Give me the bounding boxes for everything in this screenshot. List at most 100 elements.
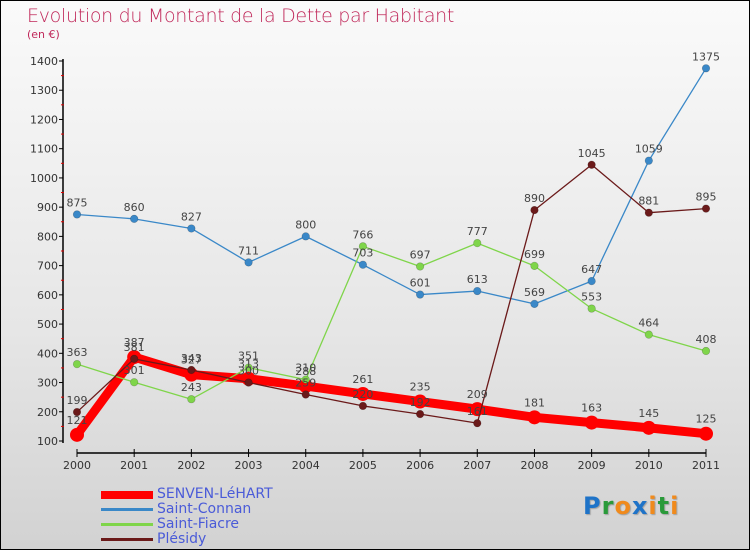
data-label: 875 [67,196,88,209]
data-point [473,419,482,428]
data-point [70,427,84,442]
data-point [584,415,599,430]
legend-item: SENVEN-LéHART [101,487,273,502]
proxiti-logo: Proxiti [583,492,679,520]
data-point [530,299,539,309]
x-tick-label: 2007 [463,459,491,472]
data-label: 259 [295,377,316,390]
data-label: 647 [581,263,602,276]
y-tick-label: 700 [37,260,58,273]
data-label: 199 [67,394,88,407]
data-label: 601 [410,277,431,290]
data-point [473,286,482,296]
data-label: 163 [581,402,602,415]
data-label: 161 [467,405,488,418]
data-point [701,64,711,73]
data-point [130,378,139,387]
data-label: 464 [638,317,659,330]
legend-item: Saint-Fiacre [101,517,273,532]
data-label: 697 [410,248,431,261]
data-label: 125 [696,413,717,426]
data-label: 860 [124,201,145,214]
y-tick-label: 500 [37,318,58,331]
legend-label: SENVEN-LéHART [157,486,273,502]
data-point [130,214,139,223]
logo-letter: i [648,492,658,520]
data-point [358,260,368,269]
data-label: 300 [238,365,259,378]
y-tick-label: 600 [37,289,58,302]
data-label: 699 [524,248,545,261]
data-label: 895 [696,191,717,204]
data-label: 288 [295,365,316,378]
logo-letter: o [614,492,632,520]
data-point [473,239,482,248]
data-point [470,402,485,417]
y-tick-label: 400 [37,347,58,360]
data-label: 766 [352,228,373,241]
data-point [358,401,368,411]
data-point [413,394,428,409]
data-label: 569 [524,286,545,299]
data-label: 181 [524,396,545,409]
data-label: 313 [238,358,259,371]
data-label: 220 [352,388,373,401]
legend-swatch [101,538,153,541]
chart-unit: (en €) [27,28,60,41]
data-point [644,156,653,165]
x-tick-label: 2006 [406,459,434,472]
data-point [587,304,596,313]
y-tick-label: 800 [37,230,58,243]
x-tick-label: 2001 [120,459,148,472]
x-tick-label: 2000 [63,459,91,472]
data-point [644,208,653,217]
y-tick-label: 1200 [30,113,58,126]
data-label: 235 [410,381,431,394]
data-point [701,346,711,356]
series-line-0 [73,352,707,439]
data-label: 310 [295,362,316,375]
y-tick-label: 200 [37,406,58,419]
y-tick-label: 1400 [30,55,58,68]
data-point [587,277,596,286]
data-point [72,360,82,369]
data-label: 881 [638,195,659,208]
legend: SENVEN-LéHART Saint-Connan Saint-Fiacre Plé… [101,487,273,547]
legend-swatch [101,490,153,499]
data-point [187,395,196,404]
data-label: 192 [410,396,431,409]
legend-label: Plésidy [157,531,207,547]
data-label: 243 [181,381,202,394]
data-point [701,204,711,213]
data-label: 777 [467,225,488,238]
logo-letter: P [583,492,602,520]
data-label: 327 [181,354,202,367]
data-label: 613 [467,273,488,286]
y-tick-label: 1100 [30,143,58,156]
x-tick-label: 2005 [349,459,377,472]
x-tick-label: 2010 [635,459,663,472]
data-point [587,160,596,169]
data-point [72,407,82,417]
x-tick-label: 2011 [692,459,720,472]
data-label: 553 [581,291,602,304]
legend-label: Saint-Connan [157,501,252,517]
data-label: 343 [181,352,202,365]
data-label: 1045 [578,147,606,160]
data-point [355,386,370,401]
y-tick-label: 1300 [30,84,58,97]
data-label: 381 [124,341,145,354]
series-line-3 [76,164,707,424]
data-label: 145 [638,407,659,420]
data-point [244,378,253,387]
data-point [244,258,253,267]
data-point [72,210,82,219]
x-tick-label: 2002 [177,459,205,472]
legend-item: Saint-Connan [101,502,273,517]
logo-letter: i [670,492,680,520]
legend-swatch [101,508,153,511]
data-point [130,354,139,363]
data-label: 800 [295,218,316,231]
legend-label: Saint-Fiacre [157,516,240,532]
